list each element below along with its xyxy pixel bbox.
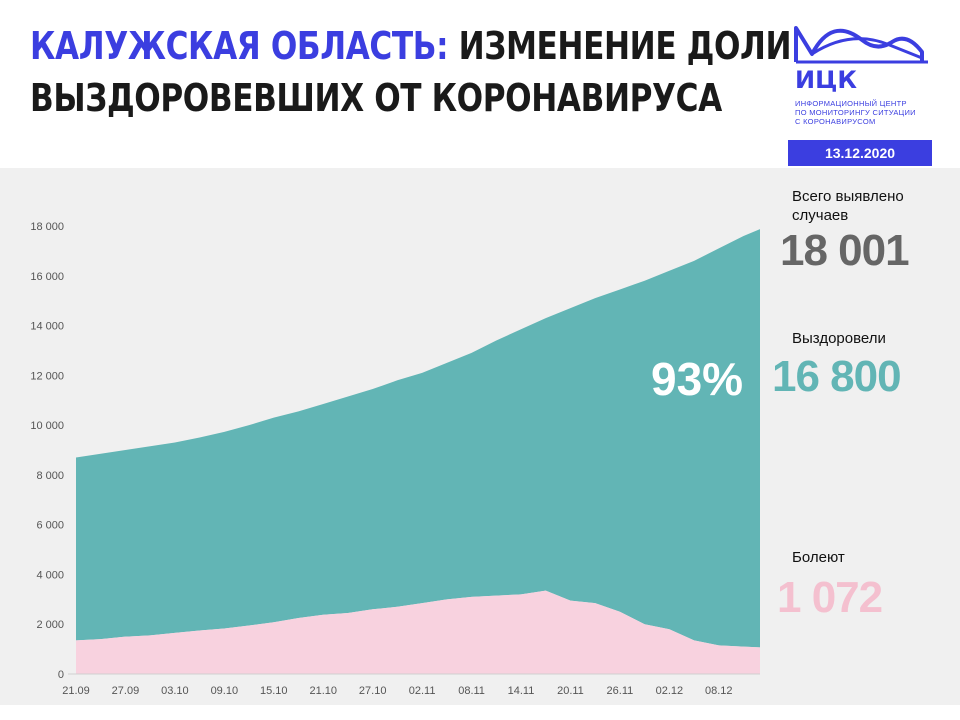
recovered-label: Выздоровели (792, 330, 886, 347)
total-label-line2: случаев (792, 207, 849, 224)
x-tick-label: 02.11 (409, 685, 436, 697)
recovered-share: 93% (651, 353, 744, 405)
x-tick-label: 08.11 (458, 685, 485, 697)
logo-subtitle-line: Информационный центр (795, 99, 907, 108)
x-tick-label: 09.10 (211, 685, 239, 697)
title-line1: ИЗМЕНЕНИЕ ДОЛИ (458, 24, 792, 68)
x-tick-label: 27.10 (359, 685, 387, 697)
y-tick-label: 16 000 (30, 271, 64, 283)
x-tick-label: 26.11 (607, 685, 634, 697)
y-tick-label: 0 (58, 669, 64, 681)
date-badge: 13.12.2020 (788, 140, 932, 166)
x-tick-label: 02.12 (656, 685, 684, 697)
y-tick-label: 4 000 (36, 569, 64, 581)
logo-icon (794, 26, 928, 64)
x-tick-label: 03.10 (161, 685, 189, 697)
logo-subtitle-line: с коронавирусом (795, 117, 876, 126)
y-tick-label: 10 000 (30, 420, 64, 432)
sick-value: 1 072 (777, 573, 883, 622)
x-tick-label: 20.11 (557, 685, 584, 697)
x-tick-label: 21.10 (309, 685, 337, 697)
title-region: КАЛУЖСКАЯ ОБЛАСТЬ: (30, 24, 449, 68)
y-tick-label: 18 000 (30, 221, 64, 233)
logo-subtitle-line: по мониторингу ситуации (795, 108, 916, 117)
x-tick-label: 15.10 (260, 685, 288, 697)
logo-name: ИЦК (795, 66, 857, 94)
x-tick-label: 27.09 (112, 685, 140, 697)
y-tick-label: 14 000 (30, 321, 64, 333)
y-tick-label: 2 000 (36, 619, 64, 631)
y-tick-label: 6 000 (36, 520, 64, 532)
series-area-recovered (76, 229, 760, 648)
total-label-line1: Всего выявлено (792, 188, 904, 205)
total-label: Всего выявлено случаев (792, 187, 904, 225)
page-title: КАЛУЖСКАЯ ОБЛАСТЬ: ИЗМЕНЕНИЕ ДОЛИ ВЫЗДОР… (30, 20, 792, 124)
x-tick-label: 14.11 (508, 685, 535, 697)
y-tick-label: 12 000 (30, 370, 64, 382)
x-tick-label: 21.09 (62, 685, 90, 697)
sick-label: Болеют (792, 549, 845, 566)
area-chart: 0 2 000 4 000 6 000 8 000 10 000 12 000 14 000 1… (30, 221, 760, 697)
series-area-sick (76, 590, 760, 674)
x-tick-label: 08.12 (705, 685, 733, 697)
total-value: 18 001 (780, 226, 910, 275)
recovered-value: 16 800 (772, 352, 902, 401)
logo-subtitle: Информационный центр по мониторингу ситу… (795, 99, 945, 126)
title-line2: ВЫЗДОРОВЕВШИХ ОТ КОРОНАВИРУСА (30, 76, 722, 120)
y-tick-label: 8 000 (36, 470, 64, 482)
